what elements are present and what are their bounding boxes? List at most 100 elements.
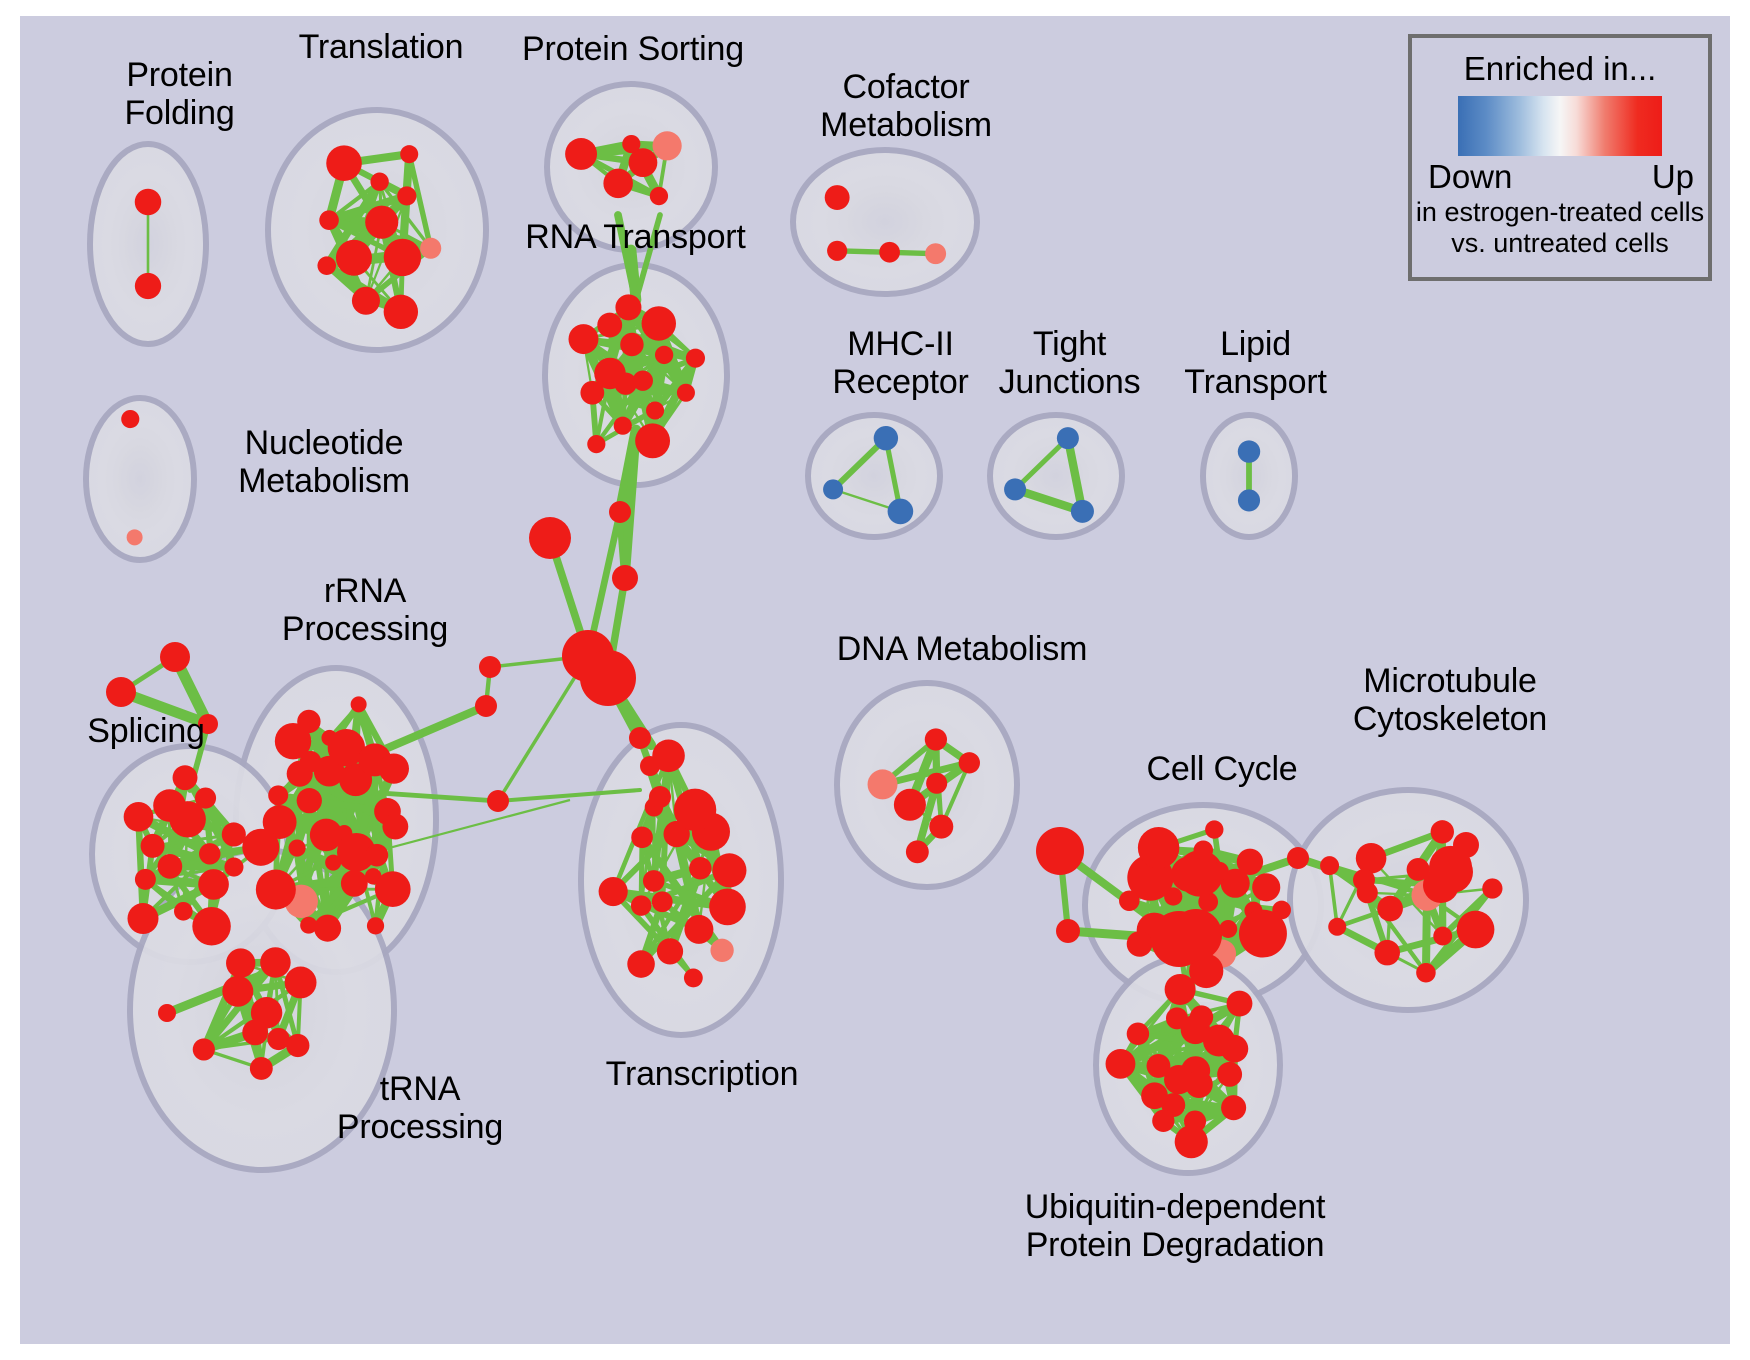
network-edge bbox=[144, 865, 236, 881]
network-node bbox=[630, 895, 652, 916]
network-node bbox=[656, 938, 684, 965]
network-node bbox=[153, 789, 186, 822]
network-node bbox=[612, 565, 638, 591]
network-node bbox=[383, 294, 419, 330]
network-node bbox=[198, 869, 229, 900]
network-node bbox=[284, 966, 317, 999]
network-node bbox=[622, 134, 641, 154]
network-node bbox=[319, 210, 339, 230]
network-node bbox=[1237, 440, 1261, 463]
network-node bbox=[685, 348, 706, 368]
network-node bbox=[1171, 856, 1207, 892]
network-node bbox=[613, 416, 632, 435]
network-node bbox=[1165, 1007, 1188, 1030]
cluster-hull-cofactor-metabolism bbox=[790, 147, 980, 297]
network-node bbox=[1070, 499, 1094, 523]
network-node bbox=[297, 709, 321, 734]
network-node bbox=[652, 739, 685, 773]
network-edge bbox=[609, 888, 703, 933]
network-node bbox=[1036, 827, 1084, 875]
network-node bbox=[1374, 939, 1401, 966]
network-node bbox=[325, 854, 342, 871]
network-node bbox=[1189, 1005, 1214, 1029]
network-node bbox=[370, 172, 389, 191]
network-node bbox=[824, 185, 850, 210]
network-edge bbox=[668, 830, 713, 953]
network-node bbox=[300, 916, 318, 934]
network-node bbox=[1056, 919, 1080, 943]
network-node bbox=[629, 727, 651, 749]
network-node bbox=[314, 914, 342, 942]
network-node bbox=[827, 240, 848, 261]
network-edge bbox=[1010, 485, 1087, 516]
network-edge bbox=[496, 788, 642, 803]
network-node bbox=[1453, 832, 1479, 858]
network-node bbox=[1252, 873, 1281, 902]
network-node bbox=[1355, 842, 1387, 874]
network-node bbox=[663, 820, 690, 848]
network-node bbox=[712, 853, 747, 888]
network-node bbox=[1238, 909, 1287, 958]
network-node bbox=[224, 857, 244, 877]
network-node bbox=[642, 870, 665, 892]
network-node bbox=[646, 401, 665, 420]
network-node bbox=[340, 869, 368, 897]
network-node bbox=[336, 832, 376, 872]
network-node bbox=[651, 891, 673, 913]
legend-box: Enriched in... Down Up in estrogen-treat… bbox=[1408, 34, 1712, 281]
network-node bbox=[1193, 840, 1214, 860]
network-node bbox=[628, 148, 658, 178]
network-node bbox=[627, 950, 655, 978]
network-node bbox=[603, 168, 633, 199]
network-node bbox=[683, 968, 703, 988]
network-edge bbox=[135, 813, 147, 922]
network-edge bbox=[202, 1037, 281, 1052]
network-node bbox=[1482, 878, 1503, 899]
network-node bbox=[929, 814, 954, 839]
network-node bbox=[1189, 953, 1224, 989]
network-edge bbox=[633, 212, 663, 303]
network-node bbox=[1146, 1053, 1171, 1078]
network-node bbox=[194, 787, 217, 809]
network-node bbox=[1137, 827, 1180, 869]
network-node bbox=[649, 786, 671, 808]
network-node bbox=[365, 205, 399, 239]
network-node bbox=[1328, 917, 1347, 936]
network-node bbox=[383, 238, 422, 277]
network-node bbox=[121, 409, 140, 429]
network-edge bbox=[1012, 435, 1071, 492]
network-node bbox=[192, 906, 231, 946]
network-node bbox=[397, 186, 417, 206]
network-node bbox=[1406, 857, 1430, 881]
network-edge bbox=[496, 654, 590, 803]
network-node bbox=[475, 695, 497, 717]
network-node bbox=[242, 1019, 269, 1046]
network-node bbox=[127, 903, 159, 935]
network-node bbox=[1237, 489, 1261, 512]
network-node bbox=[160, 642, 190, 672]
network-node bbox=[615, 294, 642, 321]
network-node bbox=[106, 677, 136, 707]
legend-endpoints: Down Up bbox=[1412, 156, 1708, 196]
network-node bbox=[198, 714, 218, 734]
network-node bbox=[905, 840, 929, 864]
network-node bbox=[1416, 963, 1436, 983]
network-node bbox=[199, 843, 221, 865]
network-node bbox=[274, 723, 312, 760]
network-node bbox=[1056, 427, 1079, 450]
network-node bbox=[879, 241, 900, 263]
network-edge bbox=[650, 803, 732, 911]
network-edge bbox=[638, 834, 645, 909]
network-node bbox=[487, 790, 509, 812]
network-node bbox=[1210, 861, 1229, 881]
network-node bbox=[286, 760, 313, 787]
network-node bbox=[288, 839, 306, 857]
network-node bbox=[649, 186, 669, 206]
cluster-hull-nucleotide-metabolism bbox=[83, 395, 197, 563]
network-node bbox=[580, 650, 636, 706]
network-edge bbox=[183, 776, 236, 869]
network-node bbox=[1119, 890, 1140, 912]
network-node bbox=[1287, 847, 1309, 869]
network-node bbox=[709, 888, 746, 926]
network-node bbox=[173, 901, 193, 921]
